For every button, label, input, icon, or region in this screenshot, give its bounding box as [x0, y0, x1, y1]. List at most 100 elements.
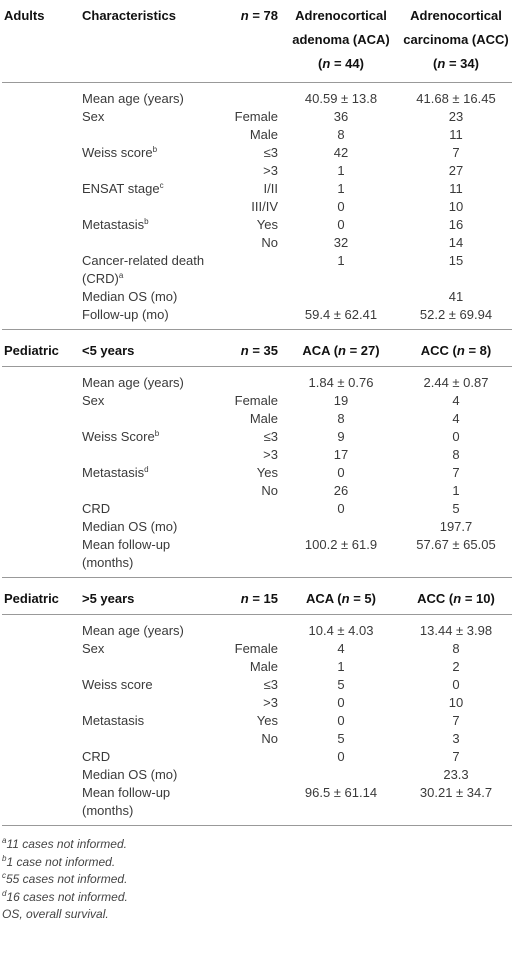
header-row: Adults Characteristics n = 78 Adrenocortica… [2, 0, 512, 83]
empty-cell [2, 640, 80, 658]
empty-cell [2, 306, 80, 330]
label-text: Weiss Score [82, 429, 155, 444]
empty-cell [212, 784, 284, 826]
label-text: Metastasis [82, 713, 145, 728]
empty-cell [2, 658, 80, 676]
data-row: Mean age (years) 10.4 ± 4.03 13.44 ± 3.98 [2, 615, 512, 641]
acc-value: 4 [452, 411, 460, 426]
acc-value: 52.2 ± 69.94 [398, 306, 512, 330]
acc-value: 23.3 [443, 767, 469, 782]
sub-label: >3 [263, 695, 278, 710]
footnote-text: OS, overall survival. [2, 907, 109, 921]
empty-cell [2, 766, 80, 784]
empty-cell [212, 615, 284, 641]
n-header: n = 35 [212, 329, 284, 367]
empty-cell [212, 288, 284, 306]
header-text: = 35 [248, 343, 278, 358]
data-row: Male 8 4 [2, 410, 512, 428]
data-row: >3 17 8 [2, 446, 512, 464]
acc-value: 4 [452, 393, 460, 408]
acc-value: 2 [452, 659, 460, 674]
data-row: Sex Female 4 8 [2, 640, 512, 658]
empty-cell [2, 748, 80, 766]
acc-header: ACC (n = 8) [398, 329, 512, 367]
label-text: CRD [82, 749, 111, 764]
aca-value: 4 [337, 641, 345, 656]
row-label [80, 446, 212, 464]
header-text: n [240, 591, 249, 606]
aca-value: 42 [333, 145, 349, 160]
group-label: Pediatric [2, 577, 80, 615]
acc-header: ACC (n = 10) [398, 577, 512, 615]
row-label: ENSAT stagec [80, 180, 212, 198]
aca-value: 1 [337, 253, 345, 268]
empty-cell [212, 500, 284, 518]
acc-value: 10 [448, 695, 464, 710]
sub-label: Female [234, 641, 278, 656]
sub-label: Female [234, 393, 278, 408]
row-label: Mean follow-up (months) [80, 536, 212, 578]
row-label: Sex [80, 108, 212, 126]
aca-value: 32 [333, 235, 349, 250]
sub-label: Yes [256, 465, 278, 480]
empty-cell [212, 766, 284, 784]
header-text: Adrenocortical adenoma (ACA) ( [292, 8, 390, 71]
data-row: Metastasisb Yes 0 16 [2, 216, 512, 234]
label-text: Weiss score [82, 677, 153, 692]
row-label: Median OS (mo) [80, 518, 212, 536]
header-row: Pediatric <5 years n = 35 ACA (n = 27) ACC (… [2, 329, 512, 367]
data-row: Mean follow-up (months) 100.2 ± 61.9 57.67… [2, 536, 512, 578]
label-text: Median OS (mo) [82, 519, 178, 534]
footnote: OS, overall survival. [2, 906, 512, 924]
data-row: Follow-up (mo) 59.4 ± 62.41 52.2 ± 69.94 [2, 306, 512, 330]
sub-label: Male [249, 127, 278, 142]
footnote-text: 11 cases not informed. [6, 837, 127, 851]
label-text: Mean age (years) [82, 623, 184, 638]
footnote-mark: b [152, 145, 158, 154]
header-text: = 8) [464, 343, 492, 358]
acc-value: 13.44 ± 3.98 [419, 623, 493, 638]
acc-value: 5 [452, 501, 460, 516]
label-text: Sex [82, 641, 105, 656]
data-row: CRD 0 7 [2, 748, 512, 766]
acc-value: 3 [452, 731, 460, 746]
empty-cell [2, 464, 80, 482]
acc-value: 8 [452, 447, 460, 462]
aca-value: 0 [337, 713, 345, 728]
characteristic-header: Characteristics [80, 0, 212, 83]
acc-value: 11 [449, 181, 463, 196]
acc-value: 0 [452, 429, 460, 444]
group-label: Pediatric [2, 329, 80, 367]
row-label: Mean age (years) [80, 615, 212, 641]
footnote-text: 16 cases not informed. [6, 889, 128, 904]
header-text: n [240, 8, 249, 23]
empty-cell [212, 306, 284, 330]
label-text: Mean follow-up (months) [82, 537, 171, 570]
empty-cell [2, 730, 80, 748]
sub-label: >3 [263, 447, 278, 462]
header-text: ACC ( [420, 343, 457, 358]
empty-cell [2, 162, 80, 180]
sub-label: >3 [263, 163, 278, 178]
footnote-mark: a [118, 271, 124, 280]
row-label: Weiss Scoreb [80, 428, 212, 446]
label-text: Median OS (mo) [82, 289, 178, 304]
row-label [80, 126, 212, 144]
data-row: ENSAT stagec I/II 1 11 [2, 180, 512, 198]
table-body: Adults Characteristics n = 78 Adrenocortica… [2, 0, 512, 826]
acc-value: 1 [452, 483, 460, 498]
characteristic-header: >5 years [80, 577, 212, 615]
sub-label: ≤3 [263, 429, 278, 444]
empty-cell [2, 216, 80, 234]
acc-value: 197.7 [439, 519, 473, 534]
header-text: = 5) [349, 591, 376, 606]
footnote-mark: c [2, 871, 6, 880]
acc-value: 2.44 ± 0.87 [423, 375, 489, 390]
acc-value: 14 [448, 235, 464, 250]
row-label: Sex [80, 392, 212, 410]
row-label: Weiss score [80, 676, 212, 694]
n-header: n = 15 [212, 577, 284, 615]
header-text: n [456, 343, 465, 358]
aca-value: 10.4 ± 4.03 [308, 623, 374, 638]
